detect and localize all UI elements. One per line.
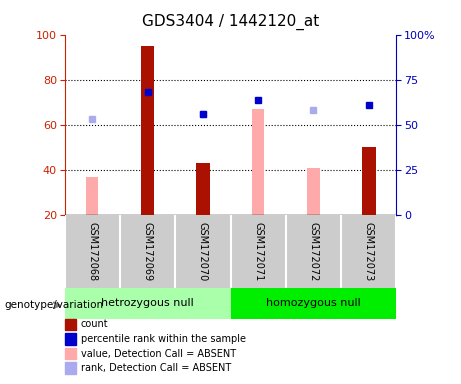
- Text: GSM172069: GSM172069: [142, 222, 153, 281]
- Text: GSM172072: GSM172072: [308, 222, 319, 282]
- Bar: [196, 163, 210, 215]
- Bar: [141, 46, 154, 215]
- Text: genotype/variation: genotype/variation: [5, 300, 104, 310]
- Text: percentile rank within the sample: percentile rank within the sample: [81, 334, 246, 344]
- Text: GSM172070: GSM172070: [198, 222, 208, 281]
- Bar: [252, 109, 264, 215]
- Bar: [86, 177, 98, 215]
- Text: GSM172073: GSM172073: [364, 222, 374, 281]
- Text: value, Detection Call = ABSENT: value, Detection Call = ABSENT: [81, 349, 236, 359]
- Text: hetrozygous null: hetrozygous null: [101, 298, 194, 308]
- Text: GSM172068: GSM172068: [87, 222, 97, 281]
- Bar: [307, 168, 319, 215]
- Text: homozygous null: homozygous null: [266, 298, 361, 308]
- Bar: [362, 147, 376, 215]
- Text: rank, Detection Call = ABSENT: rank, Detection Call = ABSENT: [81, 363, 231, 373]
- Text: count: count: [81, 319, 108, 329]
- Text: GSM172071: GSM172071: [253, 222, 263, 281]
- Text: GDS3404 / 1442120_at: GDS3404 / 1442120_at: [142, 13, 319, 30]
